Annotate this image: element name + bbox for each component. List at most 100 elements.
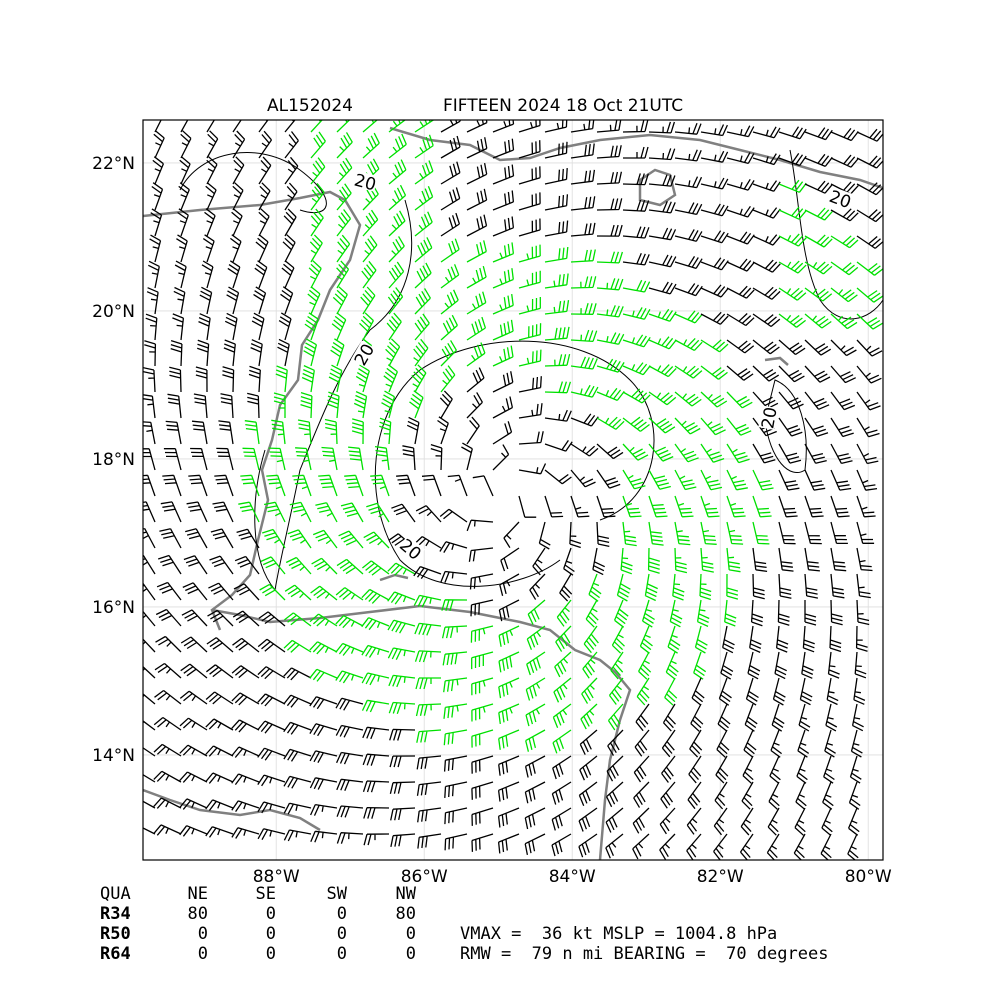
wind-barb [851,703,864,732]
wind-barb [559,573,573,602]
wind-barb [793,833,806,860]
wind-barb [608,677,624,705]
wind-barb [283,667,312,681]
wind-barb [700,391,728,408]
table-header: NW [396,884,417,904]
wind-barb [622,120,649,133]
wind-barb [362,753,390,766]
wind-barb [335,642,364,656]
wind-barb [152,156,165,185]
wind-barb [804,261,833,275]
wind-barb [388,184,407,211]
wind-barb [411,364,427,393]
wind-barb [361,617,390,631]
wind-barb [518,463,547,475]
wind-barb [421,474,442,497]
wind-barb [826,677,839,706]
wind-barb [726,258,755,272]
wind-barb [198,313,211,341]
wind-barb [518,376,542,393]
wind-barb [648,469,671,490]
wind-barb [466,342,486,367]
wind-barb [206,156,218,185]
wind-barb [569,521,582,549]
table-cell: 0 [406,924,416,944]
wind-barb [648,336,677,350]
wind-barb [830,391,856,411]
wind-barb [551,807,572,831]
wind-barb [143,720,156,731]
wind-barb [674,256,703,270]
wind-barb [283,721,312,735]
wind-barb [444,781,468,798]
wind-barb [672,573,685,601]
wind-barb [183,555,208,575]
wind-barb [700,257,729,271]
wind-barb [277,338,290,367]
wind-barb [275,365,288,393]
wind-barb [578,807,598,832]
wind-barb [232,156,245,185]
wind-barb [798,703,811,732]
wind-barb [315,502,338,523]
wind-barb [648,443,674,462]
wind-barb [210,528,234,549]
wind-barb [253,286,267,315]
wind-barb [570,469,596,488]
table-cell: 0 [337,904,347,924]
wind-barb [387,647,416,660]
wind-barb [466,265,487,289]
wind-barb [804,391,830,410]
wind-barb [830,365,856,384]
wind-barb [804,365,831,383]
wind-barb [231,719,260,733]
wind-barb [179,825,208,837]
wind-barb [335,587,364,601]
wind-barb [739,833,754,860]
wind-barb [257,801,286,814]
wind-barb [149,234,162,263]
wind-barb [416,755,442,770]
wind-barb [830,339,857,357]
wind-barb [778,260,807,274]
coastlines [143,126,883,860]
wind-barb [242,447,260,471]
wind-barb [778,179,807,193]
wind-barb [162,474,182,497]
wind-barb [700,124,728,137]
contour-line [179,152,327,214]
wind-barb [258,156,272,185]
wind-barb [570,196,596,211]
wind-barb [466,519,494,532]
wind-barb [381,390,396,419]
wind-barb [327,391,340,419]
wind-barb [440,161,461,185]
contour-label-bg [397,535,425,562]
wind-barb [518,270,541,289]
wind-barb [632,807,650,834]
wind-barb [674,337,703,351]
wind-barb [726,125,755,138]
table-row-label: R64 [100,944,131,964]
wind-barb [360,286,376,315]
wind-barb [770,729,782,758]
wind-barb [309,696,338,710]
wind-barb [492,319,514,341]
wind-barb [518,192,541,211]
wind-barb [570,222,596,237]
wind-barb [233,583,260,601]
wind-barb [853,677,866,705]
wind-barb [143,527,156,549]
wind-barb [804,521,822,545]
wind-barb [336,209,352,237]
wind-barb [700,495,720,518]
wind-barb [687,781,702,810]
wind-barb [466,162,488,185]
wind-barb [847,833,859,860]
wind-barb [752,339,780,355]
wind-barb [443,677,468,693]
wind-barb [795,781,807,810]
wind-barb [492,371,514,393]
wind-barb [318,474,338,497]
wind-barb [804,153,833,168]
